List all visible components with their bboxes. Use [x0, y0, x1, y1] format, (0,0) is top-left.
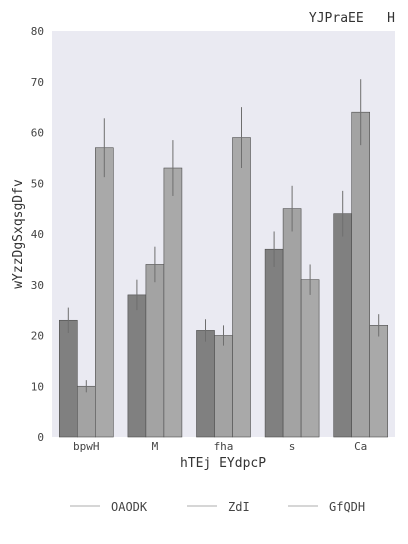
bar [282, 208, 302, 438]
y-tick-label: 30 [31, 279, 44, 292]
x-tick-label: bpwH [73, 440, 100, 453]
bars-layer [58, 111, 389, 438]
bar [196, 330, 215, 438]
legend-label: ZdI [228, 500, 250, 514]
bar [95, 147, 114, 438]
bar [127, 294, 147, 438]
legend-label: GfQDH [329, 500, 365, 514]
bar [77, 385, 96, 438]
y-axis: 0 10 20 30 40 50 60 70 80 [31, 25, 44, 444]
bar [163, 167, 183, 438]
y-tick-label: 0 [37, 431, 44, 444]
x-axis-label: hTEj EYdpcP [180, 456, 266, 471]
y-tick-label: 60 [31, 127, 44, 140]
bar [351, 111, 371, 438]
y-tick-label: 40 [31, 228, 44, 241]
bar [214, 335, 233, 438]
bar [333, 213, 353, 438]
y-tick-label: 10 [31, 380, 44, 393]
y-tick-label: 70 [31, 76, 44, 89]
legend-label: OAODK [111, 500, 148, 514]
y-tick-label: 50 [31, 177, 44, 190]
x-tick-label: Ca [354, 440, 367, 453]
bar [58, 319, 78, 438]
y-axis-label: wYzzDgSxqsgDfv [11, 179, 26, 289]
bar [264, 248, 284, 438]
y-tick-label: 20 [31, 330, 44, 343]
x-tick-label: M [152, 440, 159, 453]
bar [145, 264, 165, 438]
bar [232, 137, 251, 438]
x-tick-label: s [289, 440, 296, 453]
error-bars-layer [67, 79, 380, 393]
legend: OAODK ZdI GfQDH [70, 500, 365, 514]
chart-title: YJPraEE H [309, 11, 395, 26]
x-tick-label: fha [214, 440, 234, 453]
bar [300, 279, 320, 438]
bar [369, 325, 389, 438]
y-tick-label: 80 [31, 25, 44, 38]
